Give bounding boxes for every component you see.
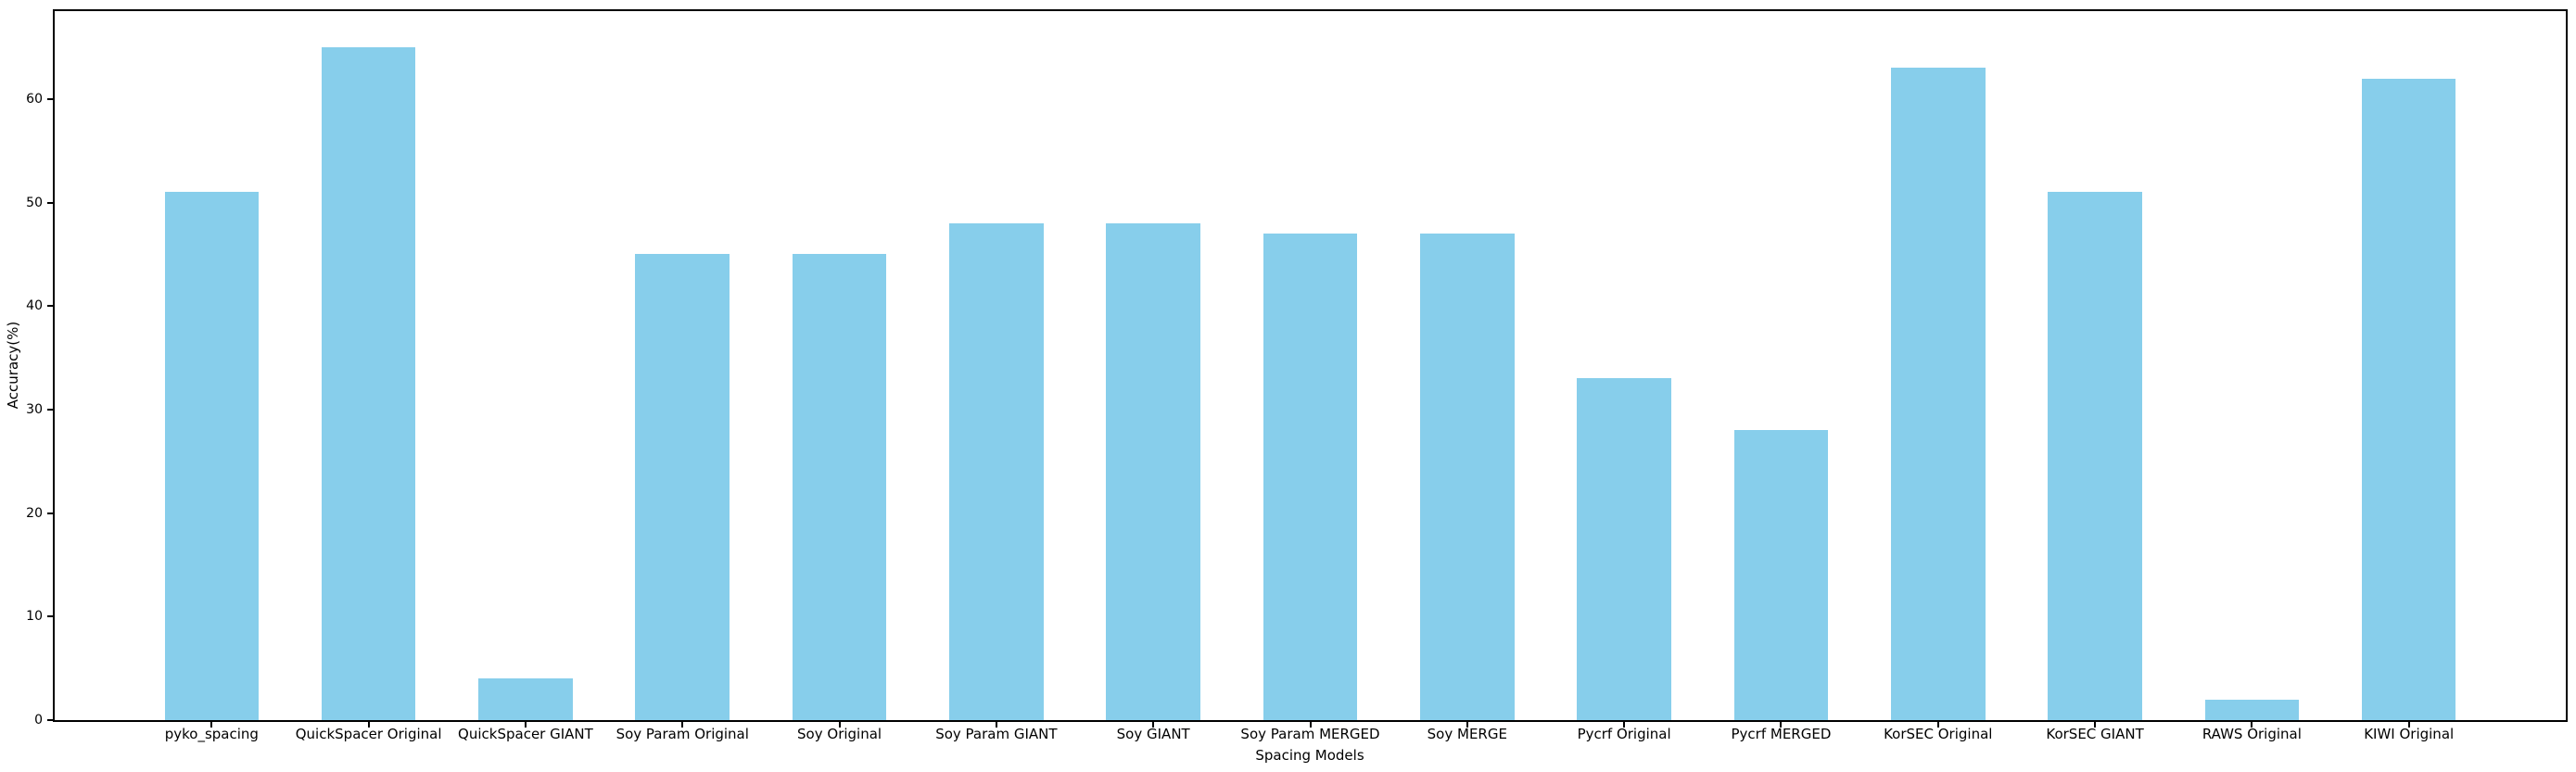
bar <box>2361 78 2456 720</box>
bar <box>635 254 730 720</box>
y-tick-mark <box>47 719 55 721</box>
bar <box>164 192 260 720</box>
x-tick-mark <box>995 720 997 728</box>
y-tick-label: 30 <box>26 401 43 417</box>
bar <box>1733 430 1829 720</box>
x-tick-mark <box>1152 720 1155 728</box>
bar <box>478 678 573 720</box>
x-tick-mark <box>524 720 527 728</box>
y-tick-mark <box>47 512 55 514</box>
bar <box>949 222 1044 720</box>
x-tick-label: RAWS Original <box>2202 726 2302 742</box>
y-tick-mark <box>47 97 55 100</box>
y-tick-label: 20 <box>26 505 43 521</box>
x-tick-label: Pycrf MERGED <box>1731 726 1832 742</box>
bar <box>2048 192 2142 720</box>
bar <box>1263 234 1358 720</box>
y-tick-mark <box>47 305 55 308</box>
x-tick-label: Soy GIANT <box>1116 726 1190 742</box>
x-tick-mark <box>838 720 841 728</box>
bar <box>1420 234 1515 720</box>
x-tick-label: QuickSpacer GIANT <box>458 726 593 742</box>
x-tick-mark <box>2407 720 2410 728</box>
bar <box>1577 378 1671 720</box>
x-tick-label: KIWI Original <box>2364 726 2455 742</box>
x-tick-label: Soy Original <box>797 726 882 742</box>
x-tick-mark <box>681 720 684 728</box>
x-tick-mark <box>1936 720 1939 728</box>
bar <box>1106 222 1200 720</box>
x-tick-mark <box>2251 720 2253 728</box>
x-tick-mark <box>1623 720 1626 728</box>
x-tick-label: Soy Param MERGED <box>1240 726 1380 742</box>
x-tick-label: KorSEC GIANT <box>2046 726 2144 742</box>
x-tick-mark <box>1309 720 1312 728</box>
x-tick-mark <box>1466 720 1468 728</box>
bar <box>1890 68 1986 720</box>
y-tick-label: 0 <box>34 713 43 728</box>
x-tick-mark <box>210 720 213 728</box>
x-tick-label: Soy MERGE <box>1427 726 1507 742</box>
x-tick-label: KorSEC Original <box>1884 726 1993 742</box>
plot-area: 0 10 20 30 40 50 60 pyko_spacing QuickSpacer Ori… <box>26 9 2568 741</box>
bar <box>2204 699 2300 720</box>
x-tick-label: Soy Param GIANT <box>935 726 1058 742</box>
y-tick-mark <box>47 408 55 411</box>
x-tick-label: pyko_spacing <box>164 726 259 742</box>
bar <box>321 47 416 720</box>
y-tick-mark <box>47 615 55 618</box>
y-tick-label: 40 <box>26 298 43 314</box>
x-tick-label: Soy Param Original <box>615 726 749 742</box>
bar <box>792 254 887 720</box>
y-tick-mark <box>47 201 55 204</box>
y-axis-label: Accuracy(%) <box>5 321 21 410</box>
x-tick-label: QuickSpacer Original <box>295 726 442 742</box>
x-axis-label: Spacing Models <box>1255 747 1364 764</box>
x-tick-label: Pycrf Original <box>1577 726 1671 742</box>
y-tick-label: 60 <box>26 91 43 107</box>
y-tick-label: 50 <box>26 195 43 210</box>
x-tick-mark <box>2094 720 2097 728</box>
y-tick-label: 10 <box>26 609 43 625</box>
x-tick-mark <box>1780 720 1783 728</box>
x-tick-mark <box>367 720 370 728</box>
